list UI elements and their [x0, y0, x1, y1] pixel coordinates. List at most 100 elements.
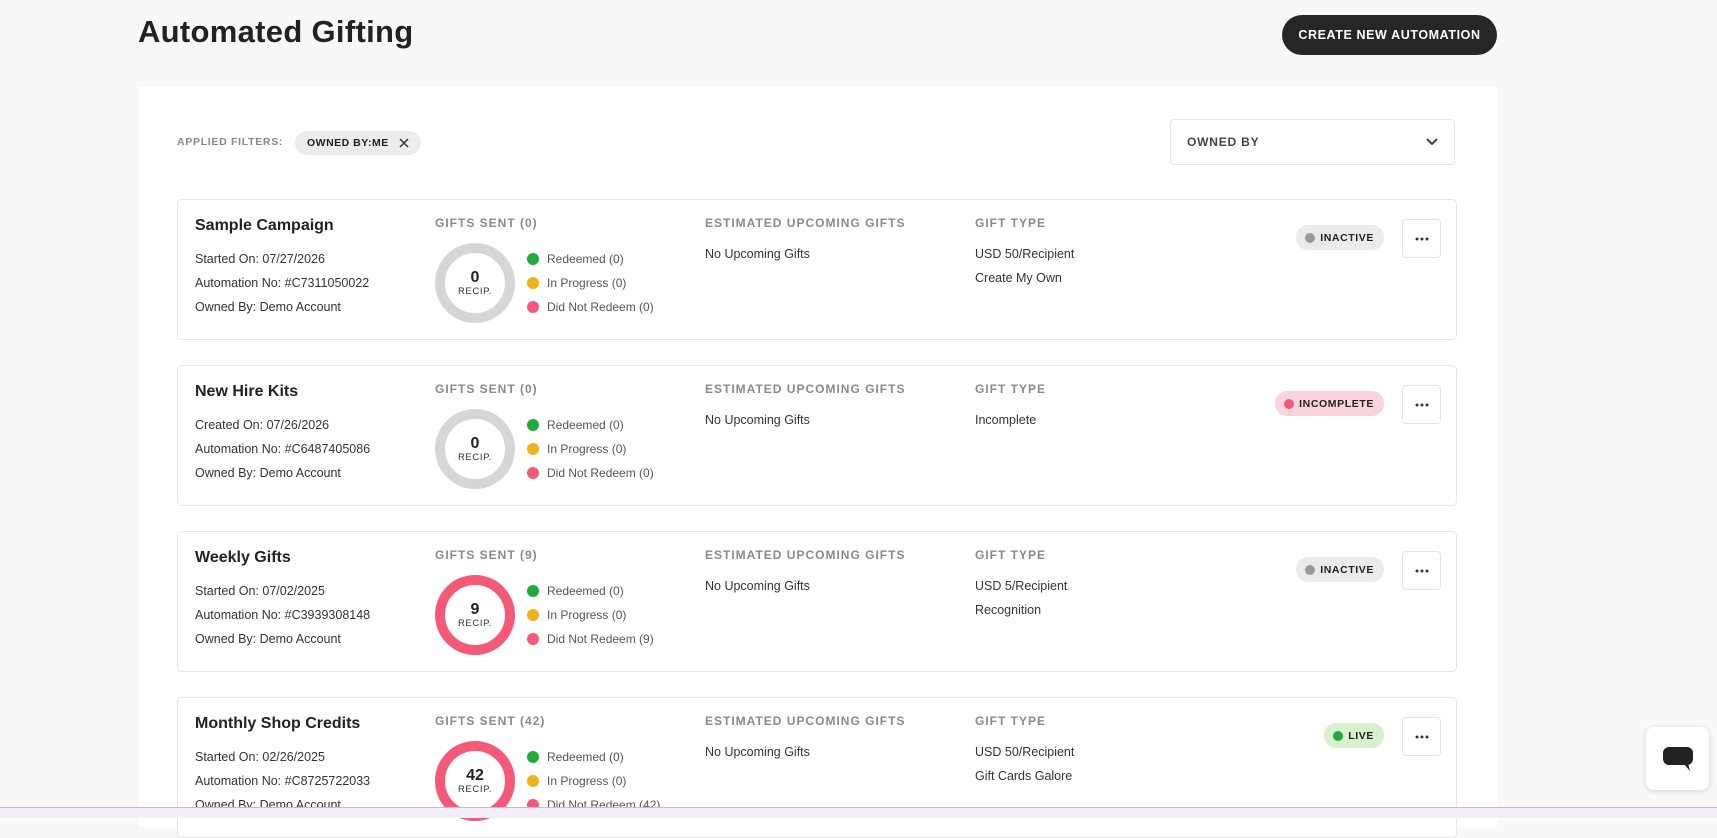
legend-item: Redeemed (0)	[527, 252, 624, 266]
campaign-detail: Started On: 07/02/2025	[195, 584, 325, 598]
campaign-name: New Hire Kits	[195, 383, 299, 400]
chat-button[interactable]	[1646, 727, 1709, 790]
more-button[interactable]	[1402, 219, 1441, 258]
status-dot	[1333, 730, 1344, 741]
gift-type: Recognition	[975, 603, 1042, 617]
legend-item: In Progress (0)	[527, 442, 626, 456]
campaign-detail: Started On: 02/26/2025	[195, 750, 325, 764]
more-icon	[1415, 735, 1428, 738]
legend-item: Did Not Redeem (0)	[527, 300, 654, 314]
status-badge: INACTIVE	[1296, 225, 1384, 250]
recipient-count: 42	[466, 767, 484, 784]
legend-dot	[527, 585, 539, 597]
more-button[interactable]	[1402, 717, 1441, 756]
more-icon	[1415, 569, 1428, 572]
legend-item: In Progress (0)	[527, 608, 626, 622]
upcoming-text: No Upcoming Gifts	[705, 247, 810, 261]
status-text: INACTIVE	[1320, 231, 1374, 244]
campaign-card: New Hire Kits Created On: 07/26/2026 Autom…	[177, 365, 1457, 506]
campaign-detail: Owned By: Demo Account	[195, 300, 341, 314]
gifts-sent-label: GIFTS SENT (42)	[435, 714, 546, 728]
campaign-detail: Owned By: Demo Account	[195, 466, 341, 480]
legend-text: Redeemed (0)	[547, 252, 624, 266]
legend-text: Redeemed (0)	[547, 584, 624, 598]
create-button[interactable]: CREATE NEW AUTOMATION	[1282, 15, 1497, 55]
legend-dot	[527, 751, 539, 763]
legend-dot	[527, 775, 539, 787]
legend-item: In Progress (0)	[527, 276, 626, 290]
filter-chip[interactable]: OWNED BY:ME	[295, 131, 421, 155]
upcoming-label: ESTIMATED UPCOMING GIFTS	[705, 714, 906, 728]
status-text: LIVE	[1348, 729, 1374, 742]
legend-text: In Progress (0)	[547, 774, 627, 788]
page: Automated Gifting CREATE NEW AUTOMATION …	[0, 14, 1717, 838]
campaign-detail: Automation No: #C8725722033	[195, 774, 371, 788]
filters-label: APPLIED FILTERS:	[177, 136, 284, 148]
campaign-detail: Automation No: #C6487405086	[195, 442, 371, 456]
legend-item: Redeemed (0)	[527, 750, 624, 764]
more-icon	[1415, 237, 1428, 240]
recipients-donut: 0 RECIP.	[435, 409, 515, 489]
page-title: Automated Gifting	[138, 14, 414, 49]
legend-dot	[527, 609, 539, 621]
legend-text: Redeemed (0)	[547, 418, 624, 432]
status-dot	[1284, 398, 1295, 409]
gifts-sent-label: GIFTS SENT (0)	[435, 216, 538, 230]
recipient-count: 0	[470, 435, 480, 452]
recipient-count: 9	[470, 601, 480, 618]
upcoming-text: No Upcoming Gifts	[705, 745, 810, 759]
legend-dot	[527, 301, 539, 313]
bottom-bar	[0, 807, 1717, 818]
legend-dot	[527, 467, 539, 479]
campaign-name: Weekly Gifts	[195, 549, 291, 566]
legend-text: In Progress (0)	[547, 608, 627, 622]
recipient-unit: RECIP.	[457, 784, 493, 795]
dropdown-caret	[1426, 138, 1438, 146]
upcoming-label: ESTIMATED UPCOMING GIFTS	[705, 382, 906, 396]
legend-item: Redeemed (0)	[527, 584, 624, 598]
status-badge: INCOMPLETE	[1275, 391, 1384, 416]
recipients-donut: 9 RECIP.	[435, 575, 515, 655]
gift-type: USD 50/Recipient	[975, 745, 1075, 759]
gift-type: USD 5/Recipient	[975, 579, 1068, 593]
legend-text: Did Not Redeem (0)	[547, 466, 654, 480]
legend-text: In Progress (0)	[547, 276, 627, 290]
legend-dot	[527, 253, 539, 265]
chat-icon	[1662, 746, 1693, 771]
status-badge: LIVE	[1324, 723, 1384, 748]
gift-type: Gift Cards Galore	[975, 769, 1073, 783]
gift-type-label: GIFT TYPE	[975, 382, 1047, 396]
more-icon	[1415, 403, 1428, 406]
more-button[interactable]	[1402, 385, 1441, 424]
more-button[interactable]	[1402, 551, 1441, 590]
chip-close[interactable]	[399, 138, 409, 148]
legend-dot	[527, 633, 539, 645]
gifts-sent-label: GIFTS SENT (9)	[435, 548, 538, 562]
legend-item: Redeemed (0)	[527, 418, 624, 432]
legend-text: Redeemed (0)	[547, 750, 624, 764]
dropdown-text: OWNED BY	[1187, 135, 1260, 149]
status-dot	[1305, 232, 1316, 243]
gift-type: Create My Own	[975, 271, 1062, 285]
campaign-detail: Automation No: #C7311050022	[195, 276, 370, 290]
status-text: INCOMPLETE	[1299, 397, 1374, 410]
chip-text: OWNED BY:ME	[307, 137, 389, 149]
upcoming-text: No Upcoming Gifts	[705, 413, 810, 427]
gift-type: Incomplete	[975, 413, 1037, 427]
legend-text: Did Not Redeem (9)	[547, 632, 654, 646]
campaign-detail: Automation No: #C3939308148	[195, 608, 371, 622]
legend-dot	[527, 277, 539, 289]
upcoming-label: ESTIMATED UPCOMING GIFTS	[705, 216, 906, 230]
status-dot	[1305, 564, 1316, 575]
recipient-unit: RECIP.	[457, 618, 493, 629]
recipient-unit: RECIP.	[457, 286, 493, 297]
campaign-name: Sample Campaign	[195, 217, 334, 234]
campaign-detail: Created On: 07/26/2026	[195, 418, 330, 432]
legend-item: In Progress (0)	[527, 774, 626, 788]
upcoming-label: ESTIMATED UPCOMING GIFTS	[705, 548, 906, 562]
legend-text: Did Not Redeem (0)	[547, 300, 654, 314]
recipient-count: 0	[470, 269, 480, 286]
owner-dropdown[interactable]: OWNED BY	[1170, 119, 1455, 165]
campaign-name: Monthly Shop Credits	[195, 715, 361, 732]
status-badge: INACTIVE	[1296, 557, 1384, 582]
